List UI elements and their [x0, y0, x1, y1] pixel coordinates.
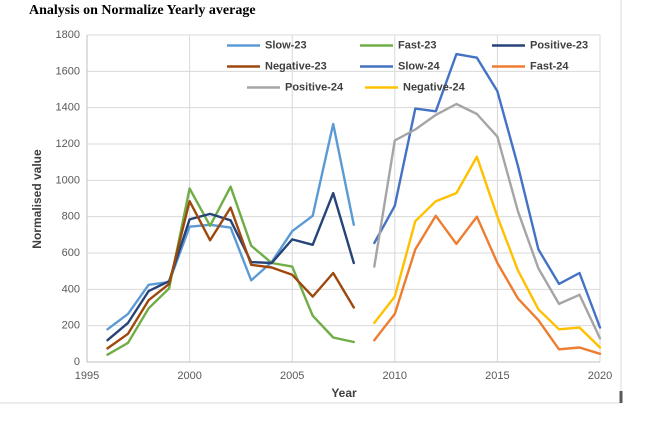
chart-title: Analysis on Normalize Yearly average: [29, 3, 256, 18]
series-line-fast-23: [106, 185, 355, 356]
gridlines-group: [87, 34, 601, 362]
legend-label: Slow-24: [398, 61, 440, 73]
series-line-positive-23: [106, 191, 355, 342]
legend-label: Negative-23: [265, 61, 327, 73]
y-axis-title: Normalised value: [30, 149, 44, 249]
legend-item-slow-23: Slow-23: [227, 40, 307, 52]
y-tick-label: 1200: [56, 138, 80, 150]
legend: Slow-23 Fast-23 Positive-23 Negative-23 Slow…: [227, 40, 588, 94]
x-tick-label: 2015: [485, 370, 509, 382]
y-tick-label: 1600: [56, 65, 80, 77]
legend-item-positive-23: Positive-23: [492, 40, 588, 52]
x-tick-label: 2000: [177, 370, 201, 382]
tick-labels-group: 0 200 400 600 800 1000 1200 1400 1600 1800 1995 200…: [56, 29, 613, 382]
legend-item-fast-24: Fast-24: [492, 61, 569, 73]
legend-item-negative-23: Negative-23: [227, 61, 327, 73]
series-group: [106, 52, 602, 356]
y-tick-label: 600: [62, 247, 80, 259]
y-tick-label: 400: [62, 283, 80, 295]
y-tick-label: 0: [74, 356, 80, 368]
series-line-fast-24: [373, 214, 602, 355]
legend-item-slow-24: Slow-24: [360, 61, 440, 73]
legend-label: Slow-23: [265, 40, 307, 52]
x-tick-label: 2010: [383, 370, 407, 382]
corner-mark: [619, 391, 623, 403]
y-tick-label: 1000: [56, 174, 80, 186]
legend-item-fast-23: Fast-23: [360, 40, 437, 52]
y-tick-label: 1400: [56, 102, 80, 114]
legend-label: Fast-23: [398, 40, 437, 52]
legend-label: Fast-24: [530, 61, 569, 73]
series-line-negative-23: [106, 199, 355, 350]
series-line-positive-24: [373, 102, 602, 340]
y-tick-label: 1800: [56, 29, 80, 41]
series-line-negative-24: [373, 155, 602, 349]
series-line-slow-24: [373, 52, 602, 329]
x-tick-label: 2020: [588, 370, 612, 382]
x-tick-label: 1995: [75, 370, 99, 382]
y-tick-label: 200: [62, 320, 80, 332]
legend-item-negative-24: Negative-24: [365, 82, 466, 94]
legend-label: Positive-23: [530, 40, 588, 52]
x-axis-title: Year: [331, 386, 357, 400]
legend-label: Negative-24: [403, 82, 466, 94]
legend-item-positive-24: Positive-24: [247, 82, 344, 94]
series-line-slow-23: [106, 122, 355, 331]
axes-group: [86, 35, 600, 363]
x-tick-label: 2005: [280, 370, 304, 382]
y-tick-label: 800: [62, 211, 80, 223]
legend-label: Positive-24: [285, 82, 344, 94]
